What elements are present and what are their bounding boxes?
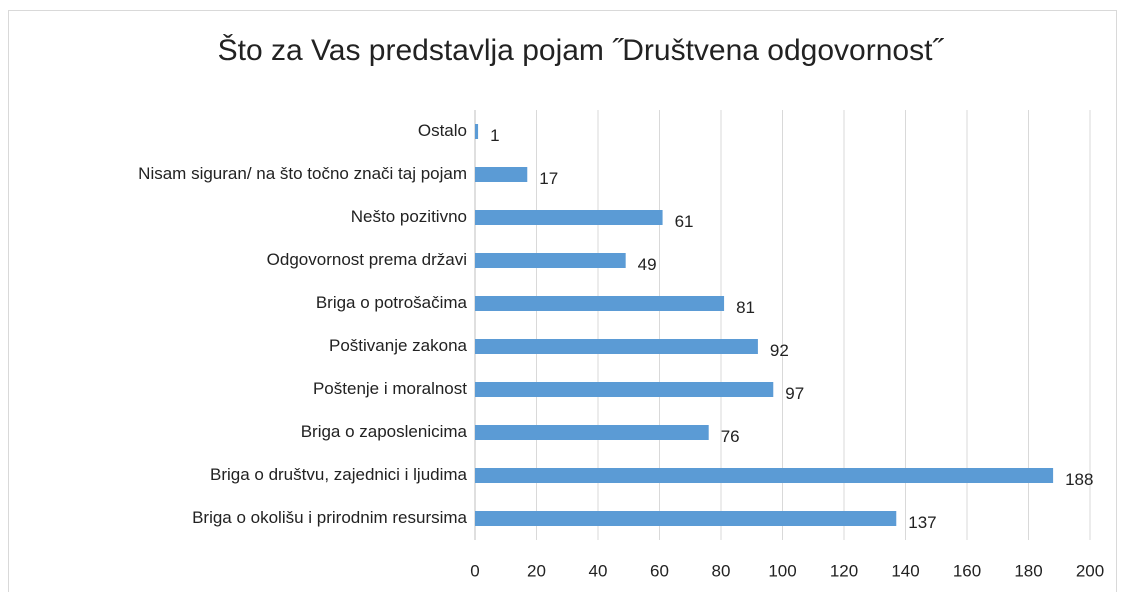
bar	[475, 124, 479, 139]
x-tick-label: 160	[953, 561, 981, 580]
bar	[475, 210, 663, 225]
bar	[475, 296, 725, 311]
data-label: 97	[785, 384, 804, 403]
x-tick-label: 180	[1014, 561, 1042, 580]
y-tick-label: Poštivanje zakona	[329, 336, 468, 355]
y-tick-label: Ostalo	[418, 121, 467, 140]
y-tick-label: Briga o okolišu i prirodnim resursima	[192, 508, 467, 527]
x-tick-label: 80	[712, 561, 731, 580]
data-label: 1	[490, 126, 499, 145]
bar	[475, 382, 774, 397]
data-label: 81	[736, 298, 755, 317]
data-label: 137	[908, 513, 936, 532]
y-tick-label: Nešto pozitivno	[351, 207, 467, 226]
x-tick-label: 60	[650, 561, 669, 580]
y-tick-label: Poštenje i moralnost	[313, 379, 467, 398]
bar	[475, 425, 709, 440]
chart-title: Što za Vas predstavlja pojam ˝Društvena …	[218, 33, 945, 67]
bar	[475, 167, 528, 182]
y-tick-label: Odgovornost prema državi	[267, 250, 467, 269]
x-tick-label: 120	[830, 561, 858, 580]
data-label: 92	[770, 341, 789, 360]
x-tick-label: 0	[470, 561, 479, 580]
y-tick-label: Briga o potrošačima	[316, 293, 468, 312]
x-tick-label: 100	[768, 561, 796, 580]
x-tick-label: 140	[891, 561, 919, 580]
x-tick-label: 40	[589, 561, 608, 580]
bar	[475, 511, 897, 526]
y-tick-label: Nisam siguran/ na što točno znači taj po…	[138, 164, 467, 183]
data-label: 61	[675, 212, 694, 231]
data-label: 17	[539, 169, 558, 188]
data-label: 188	[1065, 470, 1093, 489]
x-tick-label: 20	[527, 561, 546, 580]
y-tick-label: Briga o društvu, zajednici i ljudima	[210, 465, 468, 484]
x-tick-label: 200	[1076, 561, 1104, 580]
bar	[475, 468, 1054, 483]
data-label: 76	[721, 427, 740, 446]
bar	[475, 339, 758, 354]
y-tick-label: Briga o zaposlenicima	[301, 422, 468, 441]
bar	[475, 253, 626, 268]
data-label: 49	[638, 255, 657, 274]
